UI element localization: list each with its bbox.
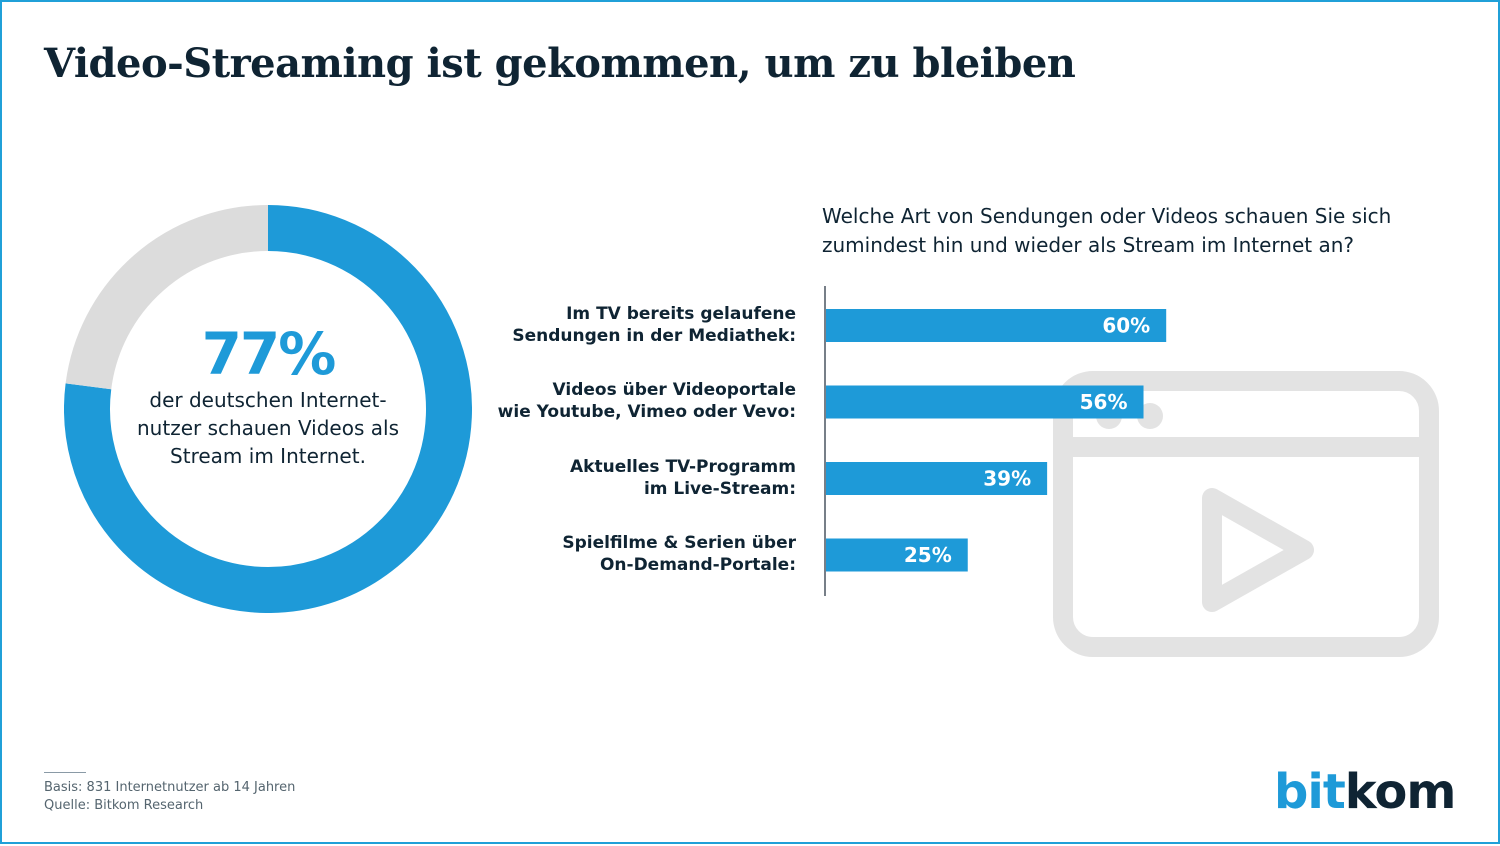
bar-value-label: 60% bbox=[1102, 314, 1150, 338]
donut-caption-line: nutzer schauen Videos als bbox=[137, 416, 399, 440]
bar-2 bbox=[826, 385, 1144, 419]
survey-question-line: zumindest hin und wieder als Stream im I… bbox=[822, 233, 1355, 257]
logo-part-bit: bit bbox=[1274, 764, 1346, 820]
bar-category-label-line: Aktuelles TV-Programm bbox=[570, 456, 796, 477]
bar-category-label-line: Im TV bereits gelaufene bbox=[566, 303, 796, 324]
bar-4 bbox=[826, 538, 968, 572]
donut-slice-rest bbox=[65, 205, 269, 390]
donut-caption-line: Stream im Internet. bbox=[170, 444, 366, 468]
bar-value-label: 56% bbox=[1080, 390, 1128, 414]
bar-category-label-line: im Live-Stream: bbox=[643, 478, 796, 499]
donut-center: 77% der deutschen Internet- nutzer schau… bbox=[114, 322, 422, 470]
bar-category-label: Videos über Videoportale wie Youtube, Vim… bbox=[476, 379, 796, 423]
footer-basis: Basis: 831 Internetnutzer ab 14 Jahren bbox=[44, 780, 296, 795]
bar-category-label-line: Spielfilme & Serien über bbox=[562, 533, 796, 553]
footer-divider bbox=[44, 772, 86, 773]
bar-1 bbox=[826, 309, 1167, 342]
donut-percent: 77% bbox=[201, 320, 337, 388]
bar-category-label: Spielfilme & Serien über On-Demand-Portal… bbox=[476, 532, 796, 576]
page-title: Video-Streaming ist gekommen, um zu blei… bbox=[44, 40, 1076, 87]
bar-category-label-line: Sendungen in der Mediathek: bbox=[512, 325, 796, 346]
video-player-icon bbox=[1053, 371, 1439, 657]
bar-category-label-line: On-Demand-Portale: bbox=[599, 555, 796, 575]
survey-question-line: Welche Art von Sendungen oder Videos sch… bbox=[822, 204, 1392, 228]
survey-question: Welche Art von Sendungen oder Videos sch… bbox=[822, 202, 1422, 260]
bar-category-label-line: wie Youtube, Vimeo oder Vevo: bbox=[497, 402, 796, 422]
logo-part-kom: kom bbox=[1344, 764, 1457, 820]
bitkom-logo: bitkom bbox=[1274, 762, 1457, 822]
bar-category-label: Im TV bereits gelaufene Sendungen in der … bbox=[476, 303, 796, 347]
bar-category-label: Aktuelles TV-Programm im Live-Stream: bbox=[476, 456, 796, 500]
donut-caption-line: der deutschen Internet- bbox=[149, 388, 387, 412]
donut-slice-streaming bbox=[64, 205, 472, 613]
footer-source: Quelle: Bitkom Research bbox=[44, 798, 204, 813]
bar-value-label: 39% bbox=[983, 467, 1031, 491]
footer-notes: Basis: 831 Internetnutzer ab 14 Jahren Q… bbox=[44, 779, 295, 815]
bar-3 bbox=[826, 462, 1048, 495]
bar-value-label: 25% bbox=[904, 543, 952, 567]
donut-caption: der deutschen Internet- nutzer schauen V… bbox=[114, 386, 422, 470]
donut-chart bbox=[64, 205, 472, 613]
bar-category-label-line: Videos über Videoportale bbox=[552, 380, 796, 400]
